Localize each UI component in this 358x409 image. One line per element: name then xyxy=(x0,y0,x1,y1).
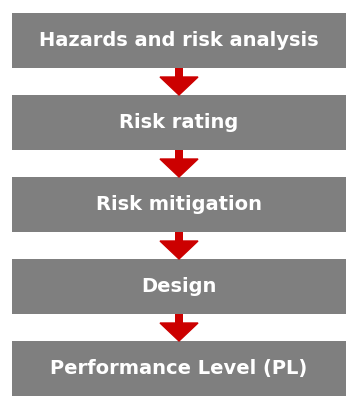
Bar xyxy=(12,259,346,314)
Text: Hazards and risk analysis: Hazards and risk analysis xyxy=(39,31,319,50)
Text: Risk mitigation: Risk mitigation xyxy=(96,195,262,214)
Bar xyxy=(12,13,346,68)
Text: Risk rating: Risk rating xyxy=(119,113,239,132)
Polygon shape xyxy=(160,159,198,177)
Polygon shape xyxy=(160,77,198,95)
Bar xyxy=(12,177,346,232)
Bar xyxy=(12,95,346,150)
Polygon shape xyxy=(160,241,198,259)
Bar xyxy=(175,68,183,77)
Bar xyxy=(175,314,183,323)
Bar xyxy=(175,232,183,241)
Text: Performance Level (PL): Performance Level (PL) xyxy=(50,359,308,378)
Text: Design: Design xyxy=(141,277,217,296)
Bar xyxy=(175,150,183,159)
Polygon shape xyxy=(160,323,198,341)
Bar xyxy=(12,341,346,396)
